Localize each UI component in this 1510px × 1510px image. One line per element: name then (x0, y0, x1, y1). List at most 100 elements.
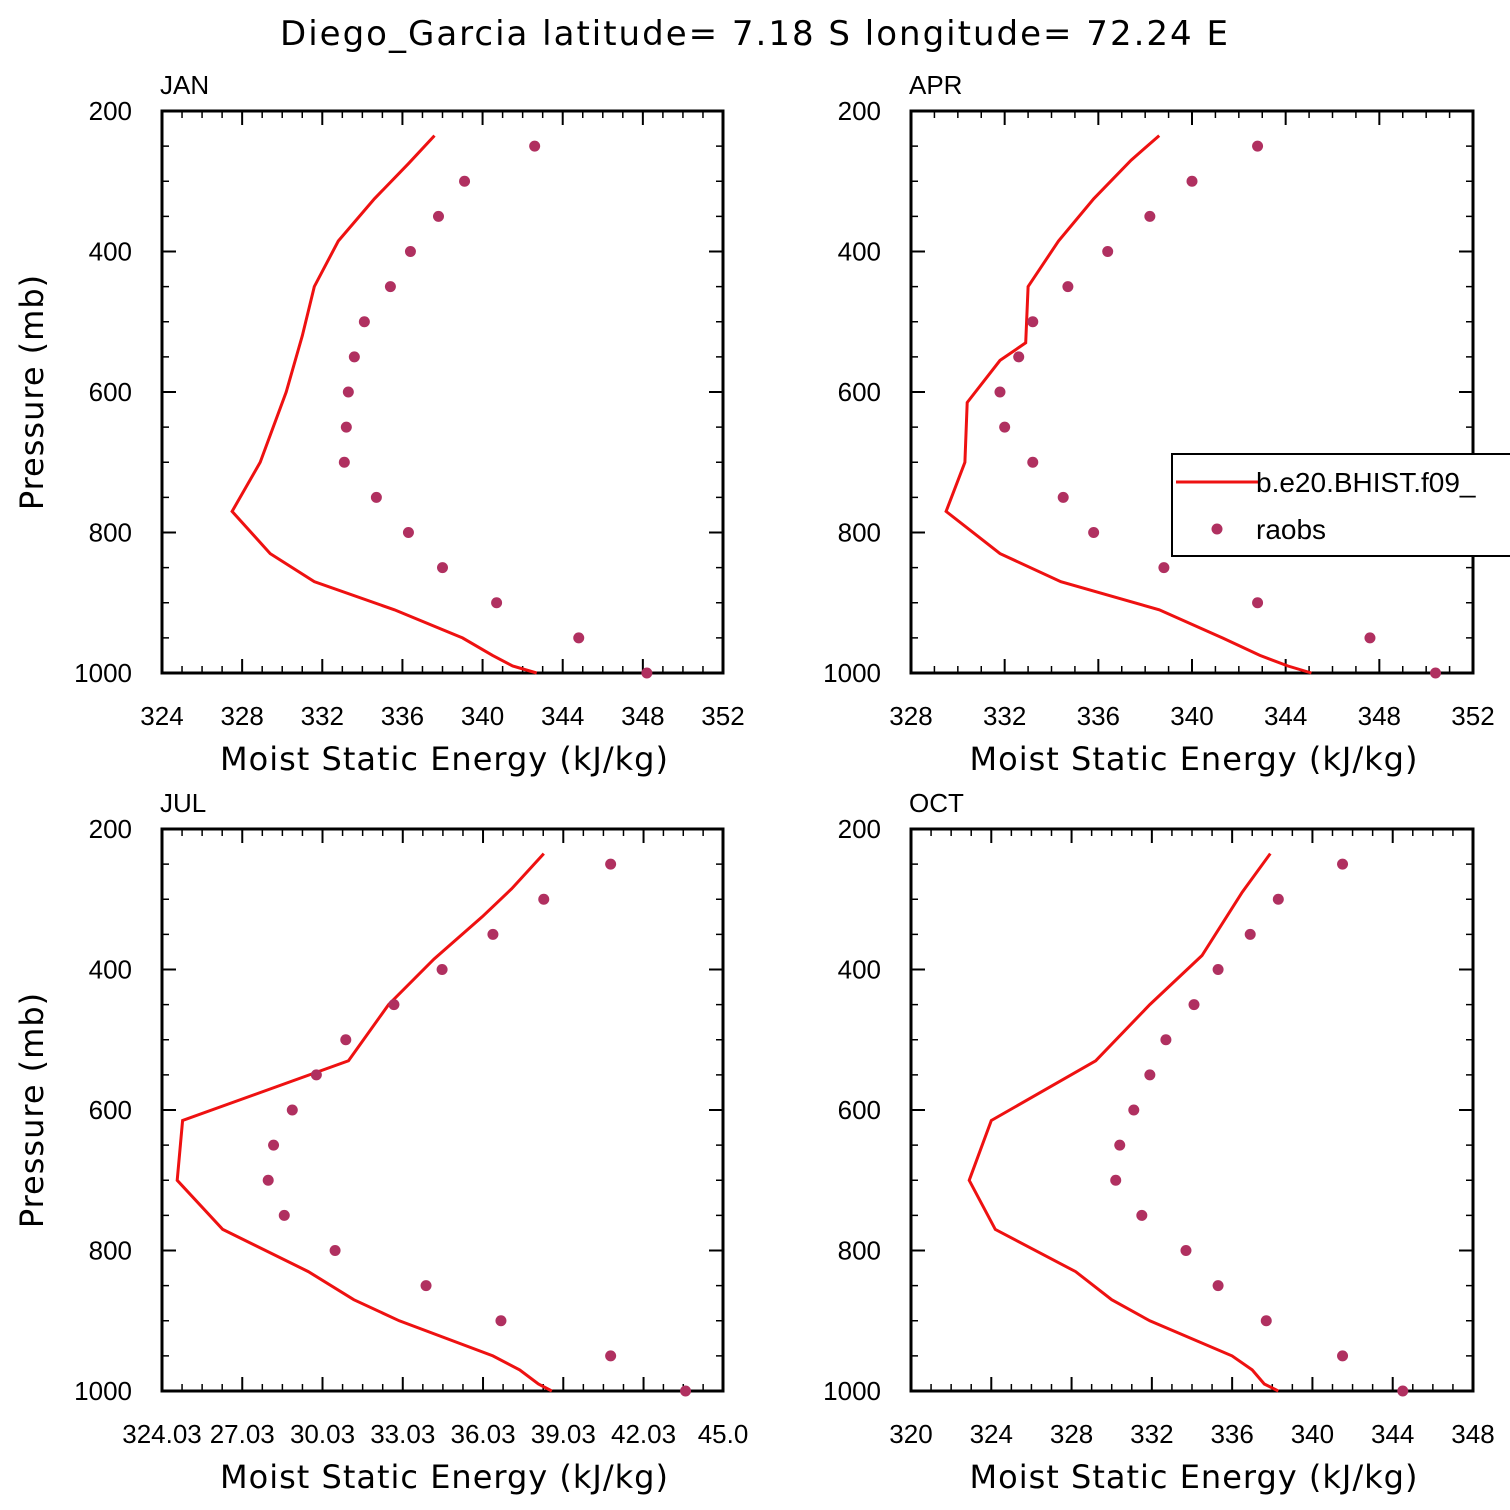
y-tick-label: 200 (89, 96, 132, 126)
obs-point (340, 421, 352, 433)
x-tick-label: 340 (1291, 1419, 1334, 1449)
model-line-oct (967, 852, 1279, 1393)
x-tick-label: 328 (889, 701, 932, 731)
y-tick-label: 400 (89, 955, 132, 985)
x-tick-label: 336 (1077, 701, 1120, 731)
x-tick-label: 340 (1170, 701, 1213, 731)
plot-frame (160, 109, 725, 675)
obs-point (432, 210, 444, 222)
panel-label: APR (909, 70, 962, 100)
obs-point (286, 1104, 298, 1116)
y-tick-label: 1000 (74, 658, 132, 688)
obs-point (402, 527, 414, 538)
obs-point (384, 281, 396, 293)
x-tick-label: 352 (1451, 701, 1494, 731)
obs-point (529, 140, 541, 152)
obs-point (1244, 928, 1256, 940)
panel-jan: JAN 324 328 332 336 340 344 348 352 200 400 600 800 1… (13, 70, 745, 778)
x-tick-label: 324 (970, 1419, 1013, 1449)
x-tick-label: 27.03 (210, 1419, 275, 1449)
obs-point (278, 1209, 290, 1221)
x-axis-label: Moist Static Energy (kJ/kg) (220, 1458, 669, 1496)
x-axis-label: Moist Static Energy (kJ/kg) (970, 1458, 1419, 1496)
x-tick-label: 348 (621, 701, 664, 731)
x-tick-label: 336 (1210, 1419, 1253, 1449)
y-tick-label: 800 (89, 1236, 132, 1266)
obs-point (268, 1139, 280, 1151)
obs-point (1062, 281, 1074, 293)
y-tick-label: 600 (89, 1095, 132, 1125)
obs-point (1252, 597, 1264, 609)
x-tick-label: 42.03 (611, 1419, 676, 1449)
y-axis-label: Pressure (mb) (13, 274, 51, 510)
obs-point (1088, 527, 1100, 538)
x-tick-label: 30.03 (290, 1419, 355, 1449)
panel-label: JAN (160, 70, 209, 100)
obs-point (1397, 1385, 1409, 1397)
obs-point (1013, 351, 1025, 363)
obs-point (459, 175, 471, 187)
y-tick-label: 1000 (823, 658, 881, 688)
obs-point (1212, 1280, 1224, 1292)
y-tick-label: 1000 (823, 1376, 881, 1406)
obs-point (1114, 1139, 1126, 1151)
obs-point (999, 421, 1011, 433)
obs-point (538, 893, 550, 905)
obs-point (348, 351, 360, 363)
x-tick-label: 340 (461, 701, 504, 731)
y-tick-label: 600 (89, 377, 132, 407)
obs-point (605, 858, 617, 870)
x-tick-label: 332 (1130, 1419, 1173, 1449)
x-tick-label: 328 (220, 701, 263, 731)
y-tick-label: 800 (838, 1236, 881, 1266)
obs-point (1430, 667, 1442, 679)
y-tick-label: 600 (838, 377, 881, 407)
obs-point (370, 491, 382, 503)
y-tick-label: 800 (838, 518, 881, 548)
y-tick-label: 400 (89, 237, 132, 267)
x-tick-label: 348 (1451, 1419, 1494, 1449)
obs-point (1212, 964, 1224, 975)
x-tick-label: 324 (140, 701, 183, 731)
obs-point (1252, 140, 1264, 152)
obs-point (1272, 893, 1284, 905)
legend: b.e20.BHIST.f09_ raobs (1171, 453, 1510, 557)
plot-frame (160, 827, 725, 1393)
obs-point (1158, 562, 1170, 574)
obs-point (680, 1385, 692, 1397)
obs-point (1160, 1034, 1172, 1046)
x-axis-label: Moist Static Energy (kJ/kg) (970, 740, 1419, 778)
x-tick-label: 344 (1264, 701, 1307, 731)
obs-point (1364, 632, 1376, 644)
obs-point (641, 667, 653, 679)
obs-point (573, 632, 585, 644)
x-tick-label: 344 (1371, 1419, 1414, 1449)
x-tick-label: 332 (301, 701, 344, 731)
obs-point (1110, 1174, 1122, 1186)
obs-point (1186, 175, 1198, 187)
panel-label: OCT (909, 788, 964, 818)
obs-point (340, 1034, 352, 1046)
obs-point (1337, 1350, 1349, 1362)
obs-point (1180, 1245, 1192, 1256)
plot-frame (909, 827, 1475, 1393)
obs-point (1188, 999, 1200, 1011)
y-tick-label: 1000 (74, 1376, 132, 1406)
x-tick-label: 320 (889, 1419, 932, 1449)
y-tick-label: 200 (838, 814, 881, 844)
x-tick-label: 45.0 (698, 1419, 749, 1449)
obs-point (605, 1350, 617, 1362)
panels: JAN 324 328 332 336 340 344 348 352 200 400 600 800 1… (13, 70, 1495, 1496)
obs-point (388, 999, 400, 1011)
obs-point (358, 316, 370, 328)
x-tick-label: 36.03 (450, 1419, 515, 1449)
obs-point (1260, 1315, 1272, 1327)
obs-point (1027, 456, 1039, 468)
x-tick-label: 328 (1050, 1419, 1093, 1449)
obs-point (342, 386, 354, 398)
obs-point (487, 928, 499, 940)
obs-point (1102, 246, 1114, 257)
panel-label: JUL (160, 788, 206, 818)
figure-title: Diego_Garcia latitude= 7.18 S longitude=… (280, 14, 1230, 54)
obs-point (994, 386, 1006, 398)
